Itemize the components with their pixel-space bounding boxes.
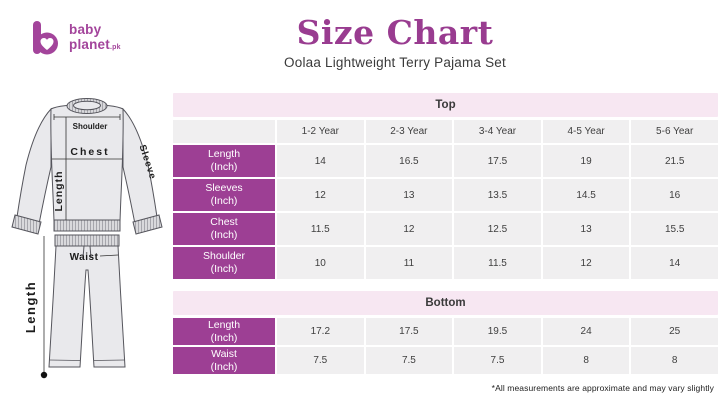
brand-tld: .pk	[109, 44, 121, 51]
value-cell: 12.5	[454, 213, 541, 245]
value-cell: 16.5	[365, 145, 453, 177]
value-cell: 11.5	[277, 213, 364, 245]
brand-name-line2: planet.pk	[69, 37, 121, 52]
row-unit: (Inch)	[210, 360, 238, 373]
value-cell: 13	[365, 179, 453, 211]
value-cell: 14.5	[542, 179, 630, 211]
value-cell: 14	[277, 145, 364, 177]
value-cell: 17.5	[365, 318, 453, 345]
value-cell: 13.5	[454, 179, 541, 211]
row-header: Sleeves (Inch)	[173, 179, 275, 211]
column-header: 1-2 Year	[277, 120, 364, 143]
value-cell: 7.5	[277, 347, 364, 374]
size-tables: Top 1-2 Year 2-3 Year 3-4 Year 4-5 Year 5-6 …	[173, 93, 718, 393]
value-cell: 19.5	[454, 318, 541, 345]
header-title-block: Size Chart Oolaa Lightweight Terry Pajam…	[195, 13, 595, 70]
page-subtitle: Oolaa Lightweight Terry Pajama Set	[284, 55, 506, 70]
sweatshirt-measure-lines	[52, 114, 122, 220]
garment-diagram: Shoulder Chest Length Sleeve Waist Lengt…	[2, 95, 170, 395]
pants-measure-lines	[43, 236, 119, 374]
table-corner-cell	[173, 120, 275, 143]
brand-name: baby planet.pk	[69, 23, 121, 52]
value-cell: 12	[277, 179, 364, 211]
value-cell: 10	[277, 247, 364, 279]
row-label: Chest	[210, 216, 238, 229]
value-cell: 24	[542, 318, 630, 345]
shoulder-label: Shoulder	[73, 122, 108, 131]
row-label: Shoulder	[202, 250, 246, 263]
bottom-table-grid: Length (Inch) 17.2 17.5 19.5 24 25 Waist (Inch) 7…	[173, 318, 718, 374]
row-header: Length (Inch)	[173, 145, 275, 177]
row-header: Chest (Inch)	[173, 213, 275, 245]
value-cell: 8	[542, 347, 630, 374]
row-header: Shoulder (Inch)	[173, 247, 275, 279]
value-cell: 25	[631, 318, 718, 345]
sweatshirt-drawing	[11, 98, 163, 235]
value-cell: 17.2	[277, 318, 364, 345]
value-cell: 7.5	[454, 347, 541, 374]
measurements-note: *All measurements are approximate and ma…	[491, 383, 714, 393]
row-label: Length	[207, 318, 241, 331]
row-unit: (Inch)	[210, 331, 238, 344]
value-cell: 21.5	[631, 145, 718, 177]
brand-logo: baby planet.pk	[30, 19, 121, 57]
value-cell: 14	[631, 247, 718, 279]
bottom-size-table: Bottom Length (Inch) 17.2 17.5 19.5 24 25 Waist…	[173, 291, 718, 374]
row-header: Length (Inch)	[173, 318, 275, 345]
value-cell: 13	[542, 213, 630, 245]
row-label: Length	[207, 148, 241, 161]
value-cell: 12	[365, 213, 453, 245]
waist-label: Waist	[70, 252, 99, 263]
row-unit: (Inch)	[210, 161, 238, 173]
pants-drawing	[48, 234, 126, 368]
top-length-label: Length	[53, 171, 65, 212]
bottom-table-title: Bottom	[173, 291, 718, 315]
baby-planet-b-heart-icon	[33, 21, 58, 55]
top-size-table: Top 1-2 Year 2-3 Year 3-4 Year 4-5 Year 5-6 …	[173, 93, 718, 279]
column-header: 4-5 Year	[542, 120, 630, 143]
row-unit: (Inch)	[210, 229, 238, 241]
row-unit: (Inch)	[210, 195, 238, 207]
page-title: Size Chart	[296, 13, 494, 52]
value-cell: 15.5	[631, 213, 718, 245]
row-unit: (Inch)	[210, 263, 238, 275]
chest-label: Chest	[70, 146, 109, 158]
value-cell: 11	[365, 247, 453, 279]
value-cell: 8	[631, 347, 718, 374]
top-table-title: Top	[173, 93, 718, 117]
length-line-end-dot	[40, 371, 48, 379]
column-header: 3-4 Year	[454, 120, 541, 143]
column-header: 5-6 Year	[631, 120, 718, 143]
value-cell: 12	[542, 247, 630, 279]
value-cell: 11.5	[454, 247, 541, 279]
value-cell: 19	[542, 145, 630, 177]
row-label: Sleeves	[205, 182, 243, 195]
value-cell: 16	[631, 179, 718, 211]
brand-name-line1: baby	[69, 22, 102, 38]
value-cell: 7.5	[365, 347, 453, 374]
top-table-grid: 1-2 Year 2-3 Year 3-4 Year 4-5 Year 5-6 Year…	[173, 120, 718, 279]
value-cell: 17.5	[454, 145, 541, 177]
bottom-length-label: Length	[23, 281, 38, 333]
row-header: Waist (Inch)	[173, 347, 275, 374]
column-header: 2-3 Year	[365, 120, 453, 143]
row-label: Waist	[211, 347, 237, 360]
